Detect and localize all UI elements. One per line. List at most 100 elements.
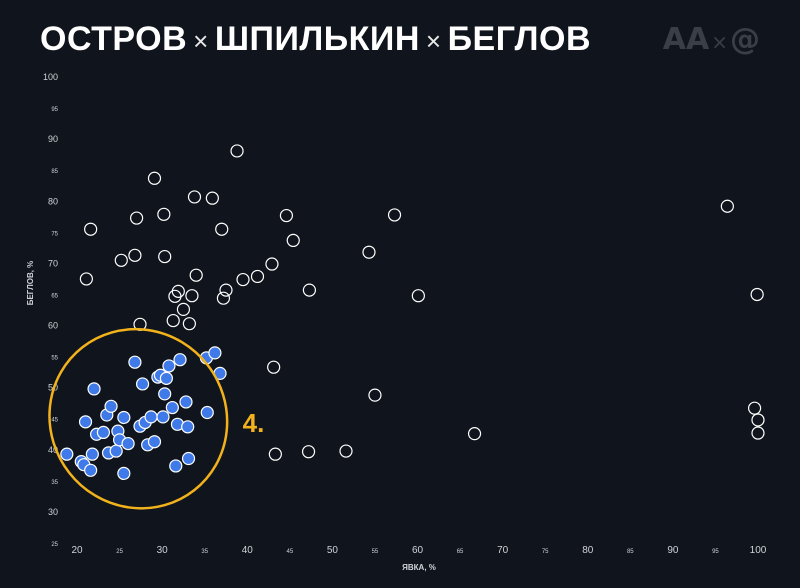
data-point: [268, 447, 282, 461]
y-tick-label: 60: [48, 321, 58, 331]
data-point: [215, 222, 229, 236]
x-tick-label: 20: [71, 545, 83, 556]
x-tick-label: 85: [627, 549, 634, 555]
title-beglov: БЕГЛОВ: [447, 20, 592, 58]
data-point-highlighted: [165, 400, 179, 415]
x-tick-label: 100: [750, 545, 767, 556]
data-point-highlighted: [200, 405, 214, 420]
data-point-highlighted: [121, 436, 135, 451]
data-point-highlighted: [179, 395, 193, 409]
y-tick-label: 80: [48, 196, 58, 206]
data-point-highlighted: [144, 410, 158, 424]
data-points: [60, 144, 765, 481]
title-separator-2: ×: [425, 26, 442, 56]
x-tick-label: 35: [201, 549, 208, 555]
data-point: [750, 287, 764, 302]
brand-logo: AA ×@: [663, 22, 760, 57]
data-point-highlighted: [109, 444, 123, 458]
y-axis-label: БЕГЛОВ, %: [26, 261, 35, 306]
data-point-highlighted: [60, 447, 74, 461]
data-point-highlighted: [208, 346, 222, 360]
x-tick-label: 60: [412, 545, 424, 556]
data-point-highlighted: [156, 410, 170, 424]
data-point-highlighted: [135, 377, 150, 391]
data-point: [182, 317, 196, 331]
data-point: [114, 253, 128, 267]
data-point-highlighted: [169, 459, 183, 473]
x-tick-label: 45: [286, 549, 293, 555]
data-point-highlighted: [181, 420, 195, 434]
data-point: [84, 222, 98, 236]
data-point: [411, 289, 425, 303]
data-point: [301, 445, 316, 459]
x-tick-label: 30: [157, 545, 169, 556]
data-point: [157, 207, 171, 221]
y-tick-label: 40: [48, 445, 58, 455]
data-point: [205, 191, 219, 205]
highlight-ellipse: [48, 327, 229, 510]
y-tick-label: 55: [51, 356, 58, 362]
x-tick-label: 90: [667, 545, 679, 556]
data-point: [236, 272, 250, 287]
data-point: [166, 313, 180, 328]
data-point: [368, 388, 382, 402]
data-point: [302, 283, 317, 297]
data-point-highlighted: [85, 447, 99, 461]
data-point-highlighted: [104, 399, 118, 413]
logo-separator: ×: [711, 30, 728, 54]
data-point-highlighted: [158, 387, 172, 401]
data-point-highlighted: [159, 371, 174, 385]
y-tick-label: 70: [48, 258, 58, 268]
data-point-highlighted: [181, 451, 196, 466]
y-tick-label: 30: [48, 507, 58, 517]
x-axis-label: ЯВКА, %: [402, 563, 436, 572]
x-axis-ticks: 20 25 30 35 40 45 50 55 60 65 70 75 80 85 90 95 100: [71, 545, 766, 556]
y-tick-label: 100: [43, 72, 58, 82]
data-point: [751, 413, 765, 427]
data-point: [79, 272, 93, 286]
y-tick-label: 65: [51, 293, 58, 299]
title-ostrov: ОСТРОВ: [40, 20, 188, 58]
y-tick-label: 25: [51, 542, 58, 548]
data-point: [267, 360, 281, 374]
data-point-highlighted: [162, 359, 176, 373]
x-tick-label: 40: [242, 545, 254, 556]
data-point: [362, 245, 376, 259]
data-point: [176, 302, 191, 316]
annotation-label: 4.: [243, 408, 265, 438]
data-point-highlighted: [117, 466, 131, 481]
x-tick-label: 80: [582, 545, 594, 556]
x-tick-label: 25: [116, 549, 123, 555]
data-point-highlighted: [78, 415, 93, 429]
y-tick-label: 45: [51, 418, 58, 424]
data-point: [216, 291, 231, 305]
data-point: [720, 199, 734, 213]
data-point-highlighted: [147, 435, 162, 449]
x-tick-label: 50: [327, 545, 339, 556]
data-point: [250, 269, 265, 284]
data-point: [189, 268, 203, 282]
data-point: [467, 427, 482, 441]
x-tick-label: 75: [542, 549, 549, 555]
data-point: [751, 426, 765, 440]
y-tick-label: 95: [51, 107, 58, 113]
chart-title: ОСТРОВ × ШПИЛЬКИН × БЕГЛОВ: [40, 20, 591, 59]
y-tick-label: 35: [51, 480, 58, 486]
data-point: [219, 283, 233, 297]
y-tick-label: 75: [51, 231, 58, 237]
logo-right: @: [730, 22, 760, 57]
data-point: [230, 144, 244, 158]
data-point: [279, 208, 294, 223]
x-tick-label: 65: [457, 549, 464, 555]
data-point: [187, 190, 202, 204]
title-shpilkin: ШПИЛЬКИН: [214, 20, 420, 58]
data-point: [130, 211, 144, 225]
data-point: [128, 248, 142, 262]
data-point-highlighted: [96, 425, 111, 440]
data-point: [339, 444, 353, 458]
data-point: [171, 284, 185, 298]
data-point: [286, 233, 300, 248]
data-point: [387, 208, 402, 222]
